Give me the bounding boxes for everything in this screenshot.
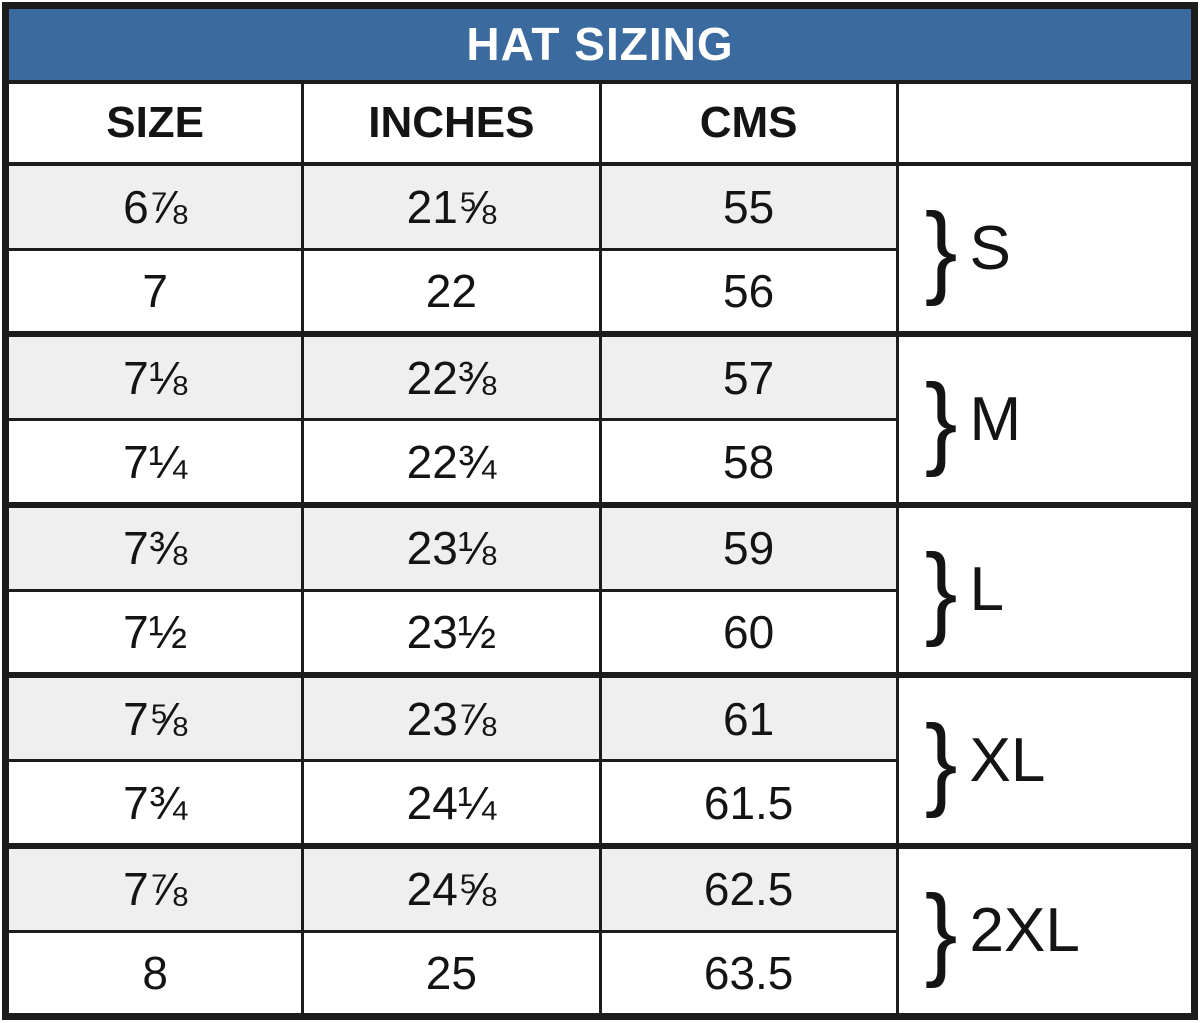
table-row: 8 25 63.5: [3, 929, 1195, 1019]
inches-cell: 23½: [301, 588, 602, 677]
size-cell: 7¾: [3, 759, 305, 848]
cms-cell: 61.5: [598, 759, 899, 848]
inches-cell: 21⅝: [301, 162, 602, 251]
group-cell-m: } M: [895, 331, 1197, 507]
cms-cell: 57: [598, 331, 899, 422]
size-cell: 7⅝: [3, 672, 305, 763]
table-row: 6⅞ 21⅝ 55 } S: [3, 162, 1197, 336]
column-header-size: SIZE: [3, 80, 305, 166]
inches-cell: 22: [301, 247, 602, 336]
inches-cell: 22⅜: [301, 331, 602, 422]
table-row: 7⅛ 22⅜ 57 } M: [3, 331, 1197, 507]
group-cell-2xl: } 2XL: [895, 842, 1197, 1018]
size-cell: 7¼: [3, 418, 305, 507]
inches-cell: 23⅛: [301, 501, 602, 592]
size-cell: 6⅞: [3, 162, 305, 251]
size-cell: 7⅛: [3, 331, 305, 422]
inches-cell: 25: [301, 929, 602, 1019]
inches-cell: 22¾: [301, 418, 602, 507]
inches-cell: 24¼: [301, 759, 602, 848]
cms-cell: 63.5: [598, 929, 899, 1019]
cms-cell: 61: [598, 672, 899, 763]
group-cell-xl: } XL: [895, 672, 1197, 848]
table-row: 7⅝ 23⅞ 61 } XL: [3, 672, 1197, 848]
table-row: 7⅜ 23⅛ 59 } L: [3, 501, 1197, 677]
size-cell: 7: [3, 247, 305, 336]
table-row: 7⅞ 24⅝ 62.5 } 2XL: [3, 842, 1197, 1018]
size-cell: 7⅞: [3, 842, 305, 933]
table-row: 7¾ 24¼ 61.5: [3, 759, 1195, 848]
title-row: HAT SIZING: [4, 3, 1196, 84]
group-label: 2XL: [969, 895, 1080, 965]
column-header-cms: CMS: [598, 80, 899, 166]
cms-cell: 58: [598, 418, 899, 507]
table-row: 7 22 56: [3, 247, 1195, 336]
cms-cell: 56: [598, 247, 899, 336]
group-label: L: [969, 555, 1004, 625]
group-cell-l: } L: [895, 501, 1197, 677]
inches-cell: 24⅝: [301, 842, 602, 933]
group-label: XL: [969, 725, 1046, 795]
cms-cell: 55: [598, 162, 899, 251]
table-row: 7¼ 22¾ 58: [3, 418, 1195, 507]
column-header-group: [895, 80, 1197, 166]
column-header-row: SIZE INCHES CMS: [3, 80, 1197, 166]
page-title: HAT SIZING: [4, 3, 1196, 84]
group-cell-s: } S: [895, 162, 1197, 336]
inches-cell: 23⅞: [301, 672, 602, 763]
group-label: M: [969, 384, 1022, 454]
group-label: S: [969, 213, 1011, 283]
table-row: 7½ 23½ 60: [3, 588, 1195, 677]
size-cell: 8: [3, 929, 305, 1019]
size-cell: 7⅜: [3, 501, 305, 592]
size-cell: 7½: [3, 588, 305, 677]
column-header-inches: INCHES: [301, 80, 602, 166]
cms-cell: 59: [598, 501, 899, 592]
cms-cell: 62.5: [598, 842, 899, 933]
cms-cell: 60: [598, 588, 899, 677]
